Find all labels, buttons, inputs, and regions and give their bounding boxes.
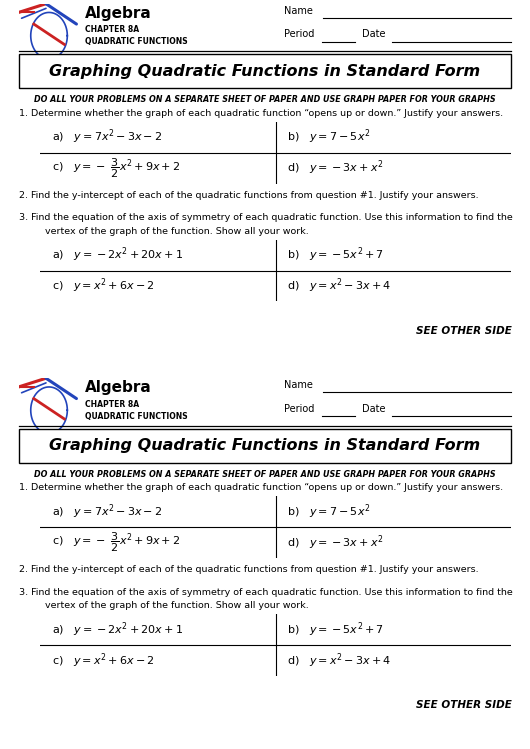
Text: Algebra: Algebra [85,5,152,21]
Text: 3. Find the equation of the axis of symmetry of each quadratic function. Use thi: 3. Find the equation of the axis of symm… [19,213,513,222]
Text: b)   $y = -5x^2 + 7$: b) $y = -5x^2 + 7$ [287,620,384,639]
Text: Date: Date [362,29,385,39]
Text: 2. Find the y-intercept of each of the quadratic functions from question #1. Jus: 2. Find the y-intercept of each of the q… [19,191,478,200]
Text: a)   $y = 7x^2 - 3x- 2$: a) $y = 7x^2 - 3x- 2$ [51,503,162,521]
Text: d)   $y=-3x + x^2$: d) $y=-3x + x^2$ [287,159,384,178]
Text: SEE OTHER SIDE: SEE OTHER SIDE [416,700,511,710]
Text: a)   $y = 7x^2 - 3x- 2$: a) $y = 7x^2 - 3x- 2$ [51,128,162,147]
Text: DO ALL YOUR PROBLEMS ON A SEPARATE SHEET OF PAPER AND USE GRAPH PAPER FOR YOUR G: DO ALL YOUR PROBLEMS ON A SEPARATE SHEET… [34,470,496,479]
Text: Name: Name [284,380,312,390]
Text: SEE OTHER SIDE: SEE OTHER SIDE [416,326,511,336]
Text: CHAPTER 8A: CHAPTER 8A [85,400,139,409]
Text: a)   $y = -2x^2 + 20x + 1$: a) $y = -2x^2 + 20x + 1$ [51,620,183,639]
Text: vertex of the graph of the function. Show all your work.: vertex of the graph of the function. Sho… [45,226,309,236]
Text: Graphing Quadratic Functions in Standard Form: Graphing Quadratic Functions in Standard… [49,438,481,453]
Text: b)   $y=7 - 5x^2$: b) $y=7 - 5x^2$ [287,128,370,147]
Text: c)   $y=-\ \dfrac{3}{2}x^2 + 9x+2$: c) $y=-\ \dfrac{3}{2}x^2 + 9x+2$ [51,157,180,180]
Text: b)   $y=7 - 5x^2$: b) $y=7 - 5x^2$ [287,503,370,521]
Text: a)   $y = -2x^2 + 20x + 1$: a) $y = -2x^2 + 20x + 1$ [51,246,183,264]
Text: Period: Period [284,29,314,39]
Text: Period: Period [284,404,314,413]
Text: vertex of the graph of the function. Show all your work.: vertex of the graph of the function. Sho… [45,601,309,610]
Text: c)   $y=-\ \dfrac{3}{2}x^2 + 9x+2$: c) $y=-\ \dfrac{3}{2}x^2 + 9x+2$ [51,531,180,554]
Text: b)   $y = -5x^2 + 7$: b) $y = -5x^2 + 7$ [287,246,384,264]
Text: d)   $y = x^2 - 3x + 4$: d) $y = x^2 - 3x + 4$ [287,276,392,295]
Text: DO ALL YOUR PROBLEMS ON A SEPARATE SHEET OF PAPER AND USE GRAPH PAPER FOR YOUR G: DO ALL YOUR PROBLEMS ON A SEPARATE SHEET… [34,95,496,105]
Text: 1. Determine whether the graph of each quadratic function “opens up or down.” Ju: 1. Determine whether the graph of each q… [19,109,502,118]
Text: Algebra: Algebra [85,380,152,395]
Text: Date: Date [362,404,385,413]
Text: d)   $y=-3x + x^2$: d) $y=-3x + x^2$ [287,533,384,552]
Text: QUADRATIC FUNCTIONS: QUADRATIC FUNCTIONS [85,37,188,46]
Text: 2. Find the y-intercept of each of the quadratic functions from question #1. Jus: 2. Find the y-intercept of each of the q… [19,565,478,574]
Text: Name: Name [284,5,312,16]
Text: 1. Determine whether the graph of each quadratic function “opens up or down.” Ju: 1. Determine whether the graph of each q… [19,483,502,492]
Text: CHAPTER 8A: CHAPTER 8A [85,25,139,34]
Text: c)   $y = x^2 + 6x- 2$: c) $y = x^2 + 6x- 2$ [51,276,154,295]
Text: QUADRATIC FUNCTIONS: QUADRATIC FUNCTIONS [85,412,188,421]
Text: 3. Find the equation of the axis of symmetry of each quadratic function. Use thi: 3. Find the equation of the axis of symm… [19,588,513,597]
Text: c)   $y = x^2 + 6x- 2$: c) $y = x^2 + 6x- 2$ [51,651,154,670]
Text: Graphing Quadratic Functions in Standard Form: Graphing Quadratic Functions in Standard… [49,64,481,79]
Text: d)   $y = x^2 - 3x + 4$: d) $y = x^2 - 3x + 4$ [287,651,392,670]
